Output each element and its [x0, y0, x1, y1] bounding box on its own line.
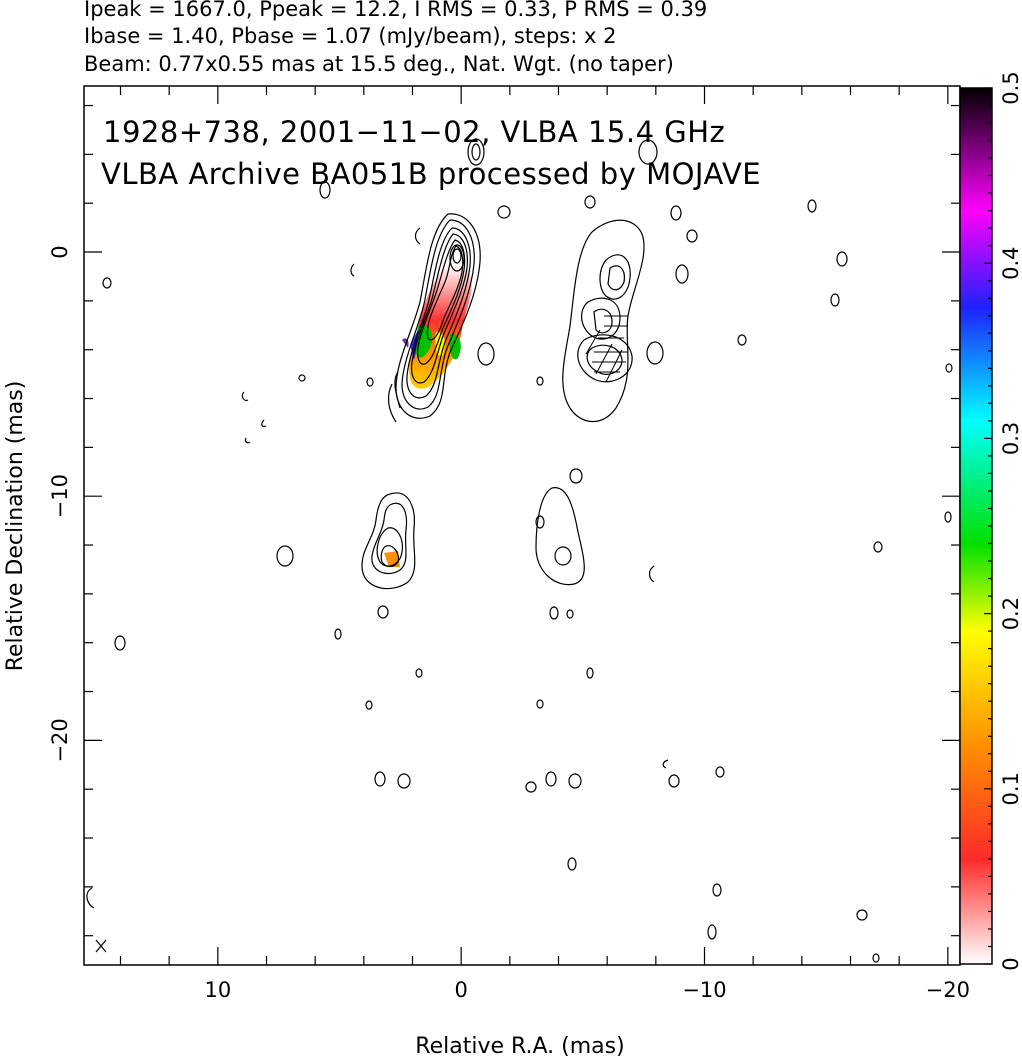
colorbar-tick-label: 0 — [999, 957, 1022, 970]
source-label: 1928+738, 2001−11−02, VLBA 15.4 GHz — [103, 115, 725, 149]
axis-tick-labels: 10 0 −10 −20 0 −10 −20 — [48, 245, 970, 1002]
colorbar — [959, 87, 993, 965]
colorbar-tick-label: 0.2 — [999, 597, 1022, 630]
header-line-3: Beam: 0.77x0.55 mas at 15.5 deg., Nat. W… — [84, 52, 674, 76]
y-axis-title: Relative Declination (mas) — [3, 381, 28, 672]
y-tick-label: −20 — [48, 718, 72, 762]
colorbar-tick-label: 0.5 — [999, 71, 1022, 104]
x-tick-label: 0 — [454, 978, 467, 1002]
colorbar-ticks — [984, 87, 992, 965]
axis-ticks — [84, 86, 960, 965]
colorbar-tick-label: 0.3 — [999, 422, 1022, 455]
x-tick-label: 10 — [204, 978, 231, 1002]
colorbar-tick-label: 0.1 — [999, 772, 1022, 805]
header-line-1: Ipeak = 1667.0, Ppeak = 12.2, I RMS = 0.… — [84, 0, 708, 21]
plot-frame — [83, 85, 961, 966]
header-line-2: Ibase = 1.40, Pbase = 1.07 (mJy/beam), s… — [84, 24, 617, 48]
colorbar-tick-label: 0.4 — [999, 246, 1022, 279]
y-tick-label: −10 — [48, 474, 72, 518]
x-tick-label: −10 — [682, 978, 726, 1002]
x-axis-title: Relative R.A. (mas) — [415, 1034, 624, 1059]
total-intensity-contours — [86, 138, 953, 963]
archive-label: VLBA Archive BA051B processed by MOJAVE — [101, 157, 761, 191]
x-tick-label: −20 — [926, 978, 970, 1002]
y-tick-label: 0 — [48, 245, 72, 258]
colorbar-tick-labels: 0 0.1 0.2 0.3 0.4 0.5 — [999, 71, 1022, 970]
